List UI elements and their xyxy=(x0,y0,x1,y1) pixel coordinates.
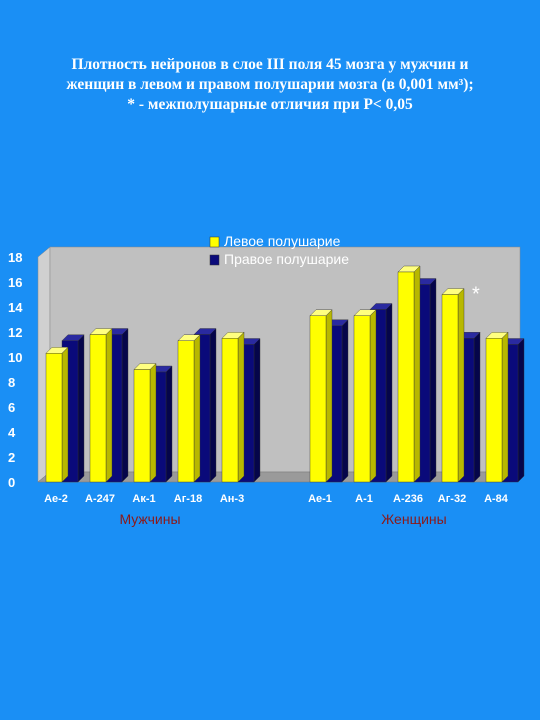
chart-title: Плотность нейронов в слое III поля 45 мо… xyxy=(0,55,540,115)
bar-left-hemisphere-side xyxy=(501,331,509,483)
bar-left-hemisphere xyxy=(133,369,151,483)
bar-right-hemisphere-side xyxy=(209,328,217,483)
bar-right-hemisphere-side xyxy=(385,303,393,483)
bar-left-hemisphere xyxy=(397,271,415,483)
bar-left-hemisphere xyxy=(221,338,239,483)
title-line-2: женщин в левом и правом полушарии мозга … xyxy=(66,76,474,93)
bar-left-hemisphere xyxy=(485,338,503,483)
bar-right-hemisphere-side xyxy=(341,319,349,483)
bar-left-hemisphere xyxy=(353,315,371,483)
bar-left-hemisphere-side xyxy=(193,334,201,483)
bar-left-hemisphere xyxy=(177,340,195,483)
x-tick-label: A-236 xyxy=(393,493,423,505)
y-tick-label: 2 xyxy=(8,450,15,465)
x-tick-label: Ae-2 xyxy=(44,493,68,505)
bar-right-hemisphere-side xyxy=(165,365,173,483)
y-tick-label: 10 xyxy=(8,350,22,365)
title-line-1: Плотность нейронов в слое III поля 45 мо… xyxy=(71,56,469,73)
y-tick-label: 14 xyxy=(8,300,23,315)
x-tick-label: Ак-1 xyxy=(132,493,155,505)
legend-label: Правое полушарие xyxy=(224,251,349,267)
group-label-men: Мужчины xyxy=(119,511,180,527)
significance-marker: * xyxy=(472,284,480,306)
bar-left-hemisphere xyxy=(309,315,327,483)
bar-right-hemisphere-side xyxy=(429,278,437,483)
y-tick-label: 12 xyxy=(8,325,22,340)
bar-left-hemisphere-side xyxy=(413,265,421,483)
bar-left-hemisphere xyxy=(441,294,459,483)
x-tick-label: A-84 xyxy=(484,493,509,505)
plot-back-wall xyxy=(49,246,521,473)
x-tick-label: Аг-18 xyxy=(174,493,202,505)
x-tick-label: A-1 xyxy=(355,493,373,505)
bar-right-hemisphere-side xyxy=(253,338,261,483)
bar-right-hemisphere-side xyxy=(77,334,85,483)
y-tick-label: 6 xyxy=(8,400,15,415)
title-line-3: * - межполушарные отличия при P< 0,05 xyxy=(127,96,413,113)
y-tick-label: 18 xyxy=(8,250,22,265)
x-tick-label: Ae-1 xyxy=(308,493,332,505)
bar-left-hemisphere-side xyxy=(237,331,245,483)
bar-left-hemisphere-side xyxy=(105,328,113,483)
bar-left-hemisphere-side xyxy=(457,288,465,483)
y-tick-label: 8 xyxy=(8,375,15,390)
bar-left-hemisphere-side xyxy=(369,309,377,483)
bar-right-hemisphere-side xyxy=(121,328,129,483)
bar-chart: 0 2 4 6 8 10 12 14 16 18 Ae-2 A-247 Ак-1 Аг-18 Ан-3 Ae-… xyxy=(8,233,525,527)
bar-right-hemisphere-side xyxy=(473,331,481,483)
y-tick-label: 4 xyxy=(8,425,16,440)
bar-left-hemisphere-side xyxy=(149,363,157,483)
bar-left-hemisphere xyxy=(45,353,63,483)
legend-label: Левое полушарие xyxy=(224,233,341,249)
y-tick-label: 16 xyxy=(8,275,22,290)
bar-left-hemisphere-side xyxy=(61,346,69,483)
x-tick-label: Ан-3 xyxy=(220,493,244,505)
x-tick-label: Аг-32 xyxy=(438,493,466,505)
legend-swatch xyxy=(209,236,220,248)
legend-swatch xyxy=(209,254,220,266)
bar-left-hemisphere xyxy=(89,334,107,483)
x-tick-label: A-247 xyxy=(85,493,115,505)
y-tick-label: 0 xyxy=(8,475,15,490)
bar-right-hemisphere-side xyxy=(517,338,525,483)
bar-left-hemisphere-side xyxy=(325,309,333,483)
group-label-women: Женщины xyxy=(381,511,446,527)
